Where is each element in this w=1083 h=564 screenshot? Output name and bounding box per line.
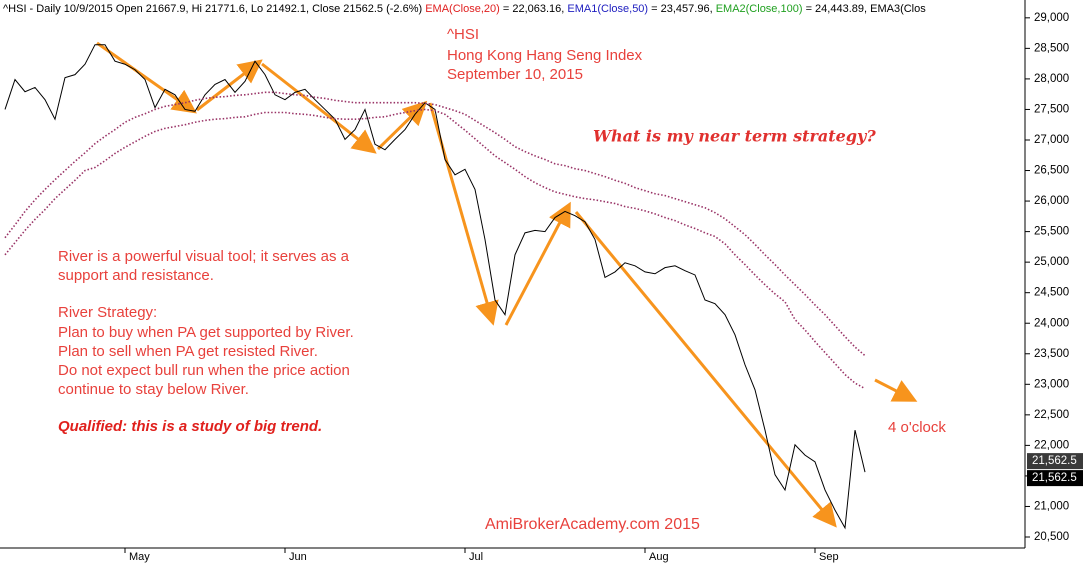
arrow: [96, 41, 197, 114]
y-tick-label: 26,000: [1034, 195, 1069, 207]
y-tick-label: 23,000: [1034, 378, 1069, 390]
note-line: River Strategy:: [58, 304, 157, 321]
title-line: Hong Kong Hang Seng Index: [447, 47, 643, 64]
note-line: continue to stay below River.: [58, 381, 249, 398]
y-tick-label: 22,500: [1034, 409, 1069, 421]
arrow: [574, 211, 837, 528]
header-segment: = 23,457.96,: [648, 3, 716, 15]
trend-arrows: [96, 41, 918, 528]
chart-header: ^HSI - Daily 10/9/2015 Open 21667.9, Hi …: [3, 3, 926, 15]
note-line: Plan to buy when PA get supported by Riv…: [58, 324, 354, 341]
price-tag: 21,562.5: [1032, 455, 1077, 467]
y-tick-label: 29,000: [1034, 12, 1069, 24]
x-tick-label: May: [129, 551, 150, 563]
y-tick-label: 20,500: [1034, 531, 1069, 543]
header-segment: EMA(Close,20): [425, 3, 500, 15]
arrow: [376, 100, 428, 151]
y-tick-label: 28,500: [1034, 42, 1069, 54]
x-tick-label: Jul: [469, 551, 483, 563]
arrow: [428, 102, 499, 326]
y-tick-label: 24,500: [1034, 287, 1069, 299]
y-tick-label: 22,000: [1034, 439, 1069, 451]
x-tick-label: Aug: [649, 551, 669, 563]
y-tick-label: 27,000: [1034, 134, 1069, 146]
arrow: [261, 62, 377, 154]
y-tick-label: 26,500: [1034, 165, 1069, 177]
y-tick-label: 27,500: [1034, 103, 1069, 115]
price-tag-box: [1027, 453, 1083, 470]
y-tick-label: 23,500: [1034, 348, 1069, 360]
question: What is my near term strategy?: [593, 127, 876, 146]
price-tag: 21,562.5: [1032, 472, 1077, 484]
title-line: September 10, 2015: [447, 66, 583, 83]
price-tag-box: [1027, 470, 1083, 487]
series-line: [4, 44, 866, 530]
note-line: support and resistance.: [58, 267, 214, 284]
y-tick-label: 21,000: [1034, 500, 1069, 512]
note-line: Plan to sell when PA get resisted River.: [58, 343, 318, 360]
note-line: River is a powerful visual tool; it serv…: [58, 248, 350, 265]
x-tick-label: Sep: [819, 551, 839, 563]
header-segment: EMA3(Clos: [870, 3, 926, 15]
header-segment: ^HSI - Daily 10/9/2015 Open 21667.9, Hi …: [3, 3, 425, 15]
series-line: [4, 108, 866, 390]
arrow: [874, 378, 918, 402]
header-segment: = 22,063.16,: [500, 3, 568, 15]
y-tick-label: 25,000: [1034, 256, 1069, 268]
arrow: [504, 201, 571, 326]
arrow: [196, 59, 263, 112]
y-tick-label: 24,000: [1034, 317, 1069, 329]
y-tick-label: 25,500: [1034, 226, 1069, 238]
x-tick-label: Jun: [289, 551, 307, 563]
watermark: AmiBrokerAcademy.com 2015: [485, 516, 700, 533]
clock-note: 4 o'clock: [888, 419, 946, 436]
qualified-note: Qualified: this is a study of big trend.: [58, 418, 322, 435]
title-line: ^HSI: [447, 26, 479, 43]
series-line: [4, 91, 866, 357]
y-tick-label: 28,000: [1034, 73, 1069, 85]
header-segment: EMA1(Close,50): [567, 3, 648, 15]
header-segment: EMA2(Close,100): [716, 3, 803, 15]
header-segment: = 24,443.89,: [803, 3, 871, 15]
note-line: Do not expect bull run when the price ac…: [58, 362, 350, 379]
